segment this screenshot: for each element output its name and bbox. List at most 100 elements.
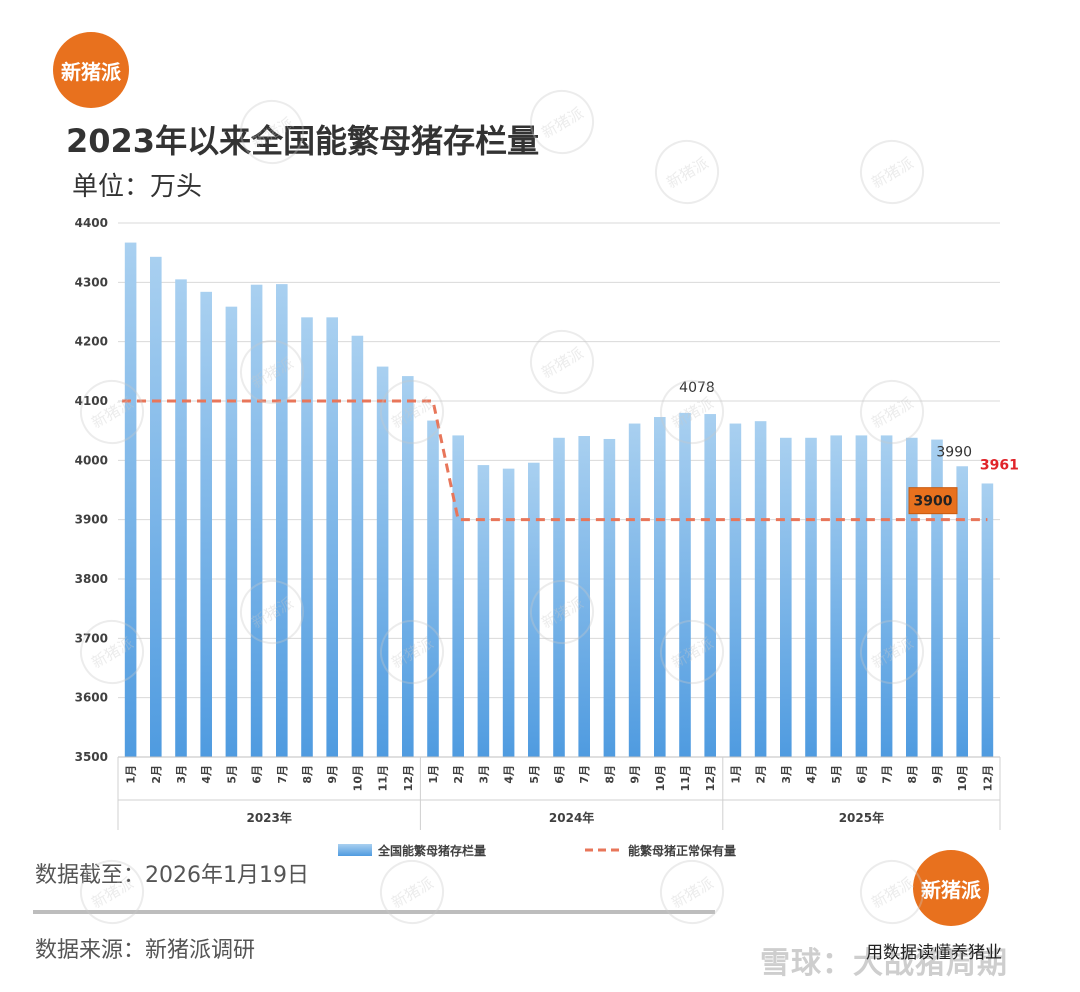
x-tick-label: 2月 bbox=[150, 765, 163, 784]
x-tick-label: 1月 bbox=[427, 765, 440, 784]
brand-slogan: 用数据读懂养猪业 bbox=[866, 943, 1002, 963]
bar bbox=[830, 435, 842, 757]
bar bbox=[276, 284, 288, 757]
bar bbox=[225, 306, 238, 757]
chart-title: 2023年以来全国能繁母猪存栏量 bbox=[66, 122, 540, 160]
x-tick-label: 9月 bbox=[629, 765, 642, 784]
bar bbox=[250, 284, 263, 757]
data-label: 3990 bbox=[936, 444, 972, 460]
x-tick-label: 2月 bbox=[755, 765, 768, 784]
x-tick-label: 8月 bbox=[906, 765, 919, 784]
data-source-note: 数据来源：新猪派调研 bbox=[35, 938, 256, 963]
bar bbox=[175, 279, 187, 757]
bar bbox=[502, 468, 515, 757]
x-tick-label: 7月 bbox=[578, 765, 591, 784]
x-tick-label: 1月 bbox=[729, 765, 742, 784]
x-tick-label: 12月 bbox=[402, 765, 415, 791]
logo-watermark: 新猪派 bbox=[648, 848, 736, 936]
bar bbox=[578, 436, 590, 757]
x-tick-label: 10月 bbox=[654, 765, 667, 791]
bar bbox=[351, 335, 364, 757]
bar bbox=[427, 420, 439, 757]
y-tick-label: 4300 bbox=[75, 275, 108, 289]
reference-line-series bbox=[122, 399, 988, 522]
x-tick-label: 11月 bbox=[679, 765, 692, 791]
bar bbox=[124, 242, 137, 757]
bar bbox=[603, 438, 616, 757]
y-tick-label: 4100 bbox=[75, 394, 108, 408]
x-tick-label: 5月 bbox=[225, 765, 238, 784]
x-tick-label: 7月 bbox=[276, 765, 289, 784]
x-tick-label: 5月 bbox=[830, 765, 843, 784]
x-tick-label: 8月 bbox=[603, 765, 616, 784]
bar bbox=[301, 317, 313, 757]
bar bbox=[376, 366, 389, 757]
bar-series bbox=[124, 242, 994, 757]
x-axis: 1月 2月 3月 4月 5月 6月 7月 8月 9月 10月 11月 12月 1月 2月 3月 4月 5月 6月 7… bbox=[117, 756, 1001, 830]
highlight-box bbox=[908, 487, 958, 515]
brand-logo-top: 新猪派 bbox=[53, 32, 129, 108]
year-group-label: 2025年 bbox=[839, 810, 884, 825]
bar bbox=[628, 423, 641, 757]
year-group-label: 2024年 bbox=[549, 810, 594, 825]
x-tick-label: 10月 bbox=[956, 765, 969, 791]
x-tick-label: 9月 bbox=[326, 765, 339, 784]
bar bbox=[956, 466, 968, 757]
y-tick-label: 4400 bbox=[75, 216, 108, 230]
logo-watermark: 新猪派 bbox=[368, 848, 456, 936]
x-tick-label: 5月 bbox=[528, 765, 541, 784]
x-tick-label: 1月 bbox=[125, 765, 138, 784]
bar bbox=[981, 483, 994, 757]
data-annotations: 4078 3990 3961 3900 bbox=[679, 380, 1019, 515]
x-tick-label: 4月 bbox=[805, 765, 818, 784]
bar bbox=[402, 376, 414, 757]
legend-label: 能繁母猪正常保有量 bbox=[628, 843, 736, 858]
x-tick-label: 4月 bbox=[200, 765, 213, 784]
x-tick-label: 4月 bbox=[503, 765, 516, 784]
x-tick-label: 7月 bbox=[881, 765, 894, 784]
legend-swatch-bar bbox=[338, 844, 372, 856]
x-tick-label: 12月 bbox=[981, 765, 994, 791]
bar bbox=[780, 437, 792, 757]
bar bbox=[150, 256, 162, 757]
chart-svg: 3500 3600 3700 3800 3900 4000 4100 4200 4300 4400… bbox=[75, 216, 1019, 858]
data-cutoff-note: 数据截至：2026年1月19日 bbox=[35, 863, 309, 888]
legend-label: 全国能繁母猪存栏量 bbox=[377, 843, 486, 858]
y-tick-label: 3900 bbox=[75, 513, 108, 527]
chart-subtitle: 单位：万头 bbox=[72, 172, 203, 202]
bar bbox=[931, 439, 943, 757]
bar bbox=[855, 435, 868, 757]
x-tick-label: 3月 bbox=[175, 765, 188, 784]
bar bbox=[679, 412, 691, 757]
x-tick-label: 11月 bbox=[377, 765, 390, 791]
y-axis-ticks: 3500 3600 3700 3800 3900 4000 4100 4200 4300 4400 bbox=[75, 216, 108, 764]
x-tick-label: 9月 bbox=[931, 765, 944, 784]
bar bbox=[805, 437, 817, 757]
bar bbox=[729, 423, 742, 757]
bar bbox=[477, 465, 490, 757]
bar bbox=[654, 417, 666, 757]
bar bbox=[704, 414, 716, 757]
bar bbox=[754, 421, 767, 757]
x-tick-label: 10月 bbox=[351, 765, 364, 791]
x-tick-label: 8月 bbox=[301, 765, 314, 784]
brand-logo-bottom: 新猪派 bbox=[913, 850, 989, 926]
bar bbox=[528, 462, 540, 757]
y-tick-label: 3700 bbox=[75, 631, 108, 645]
bar bbox=[553, 437, 565, 757]
x-tick-label: 6月 bbox=[855, 765, 868, 784]
bar bbox=[452, 435, 464, 757]
platform-watermark: 雪球：大战猪周期 bbox=[760, 946, 1008, 981]
x-tick-label: 6月 bbox=[553, 765, 566, 784]
y-tick-label: 4000 bbox=[75, 453, 108, 467]
footer-divider bbox=[33, 910, 715, 914]
reference-line bbox=[122, 399, 988, 522]
x-tick-label: 12月 bbox=[704, 765, 717, 791]
year-group-label: 2023年 bbox=[246, 810, 291, 825]
data-label: 3900 bbox=[914, 494, 953, 510]
bar bbox=[880, 435, 893, 757]
data-label: 4078 bbox=[679, 380, 715, 396]
bar bbox=[326, 317, 338, 757]
bar bbox=[200, 291, 212, 757]
x-tick-label: 6月 bbox=[251, 765, 264, 784]
